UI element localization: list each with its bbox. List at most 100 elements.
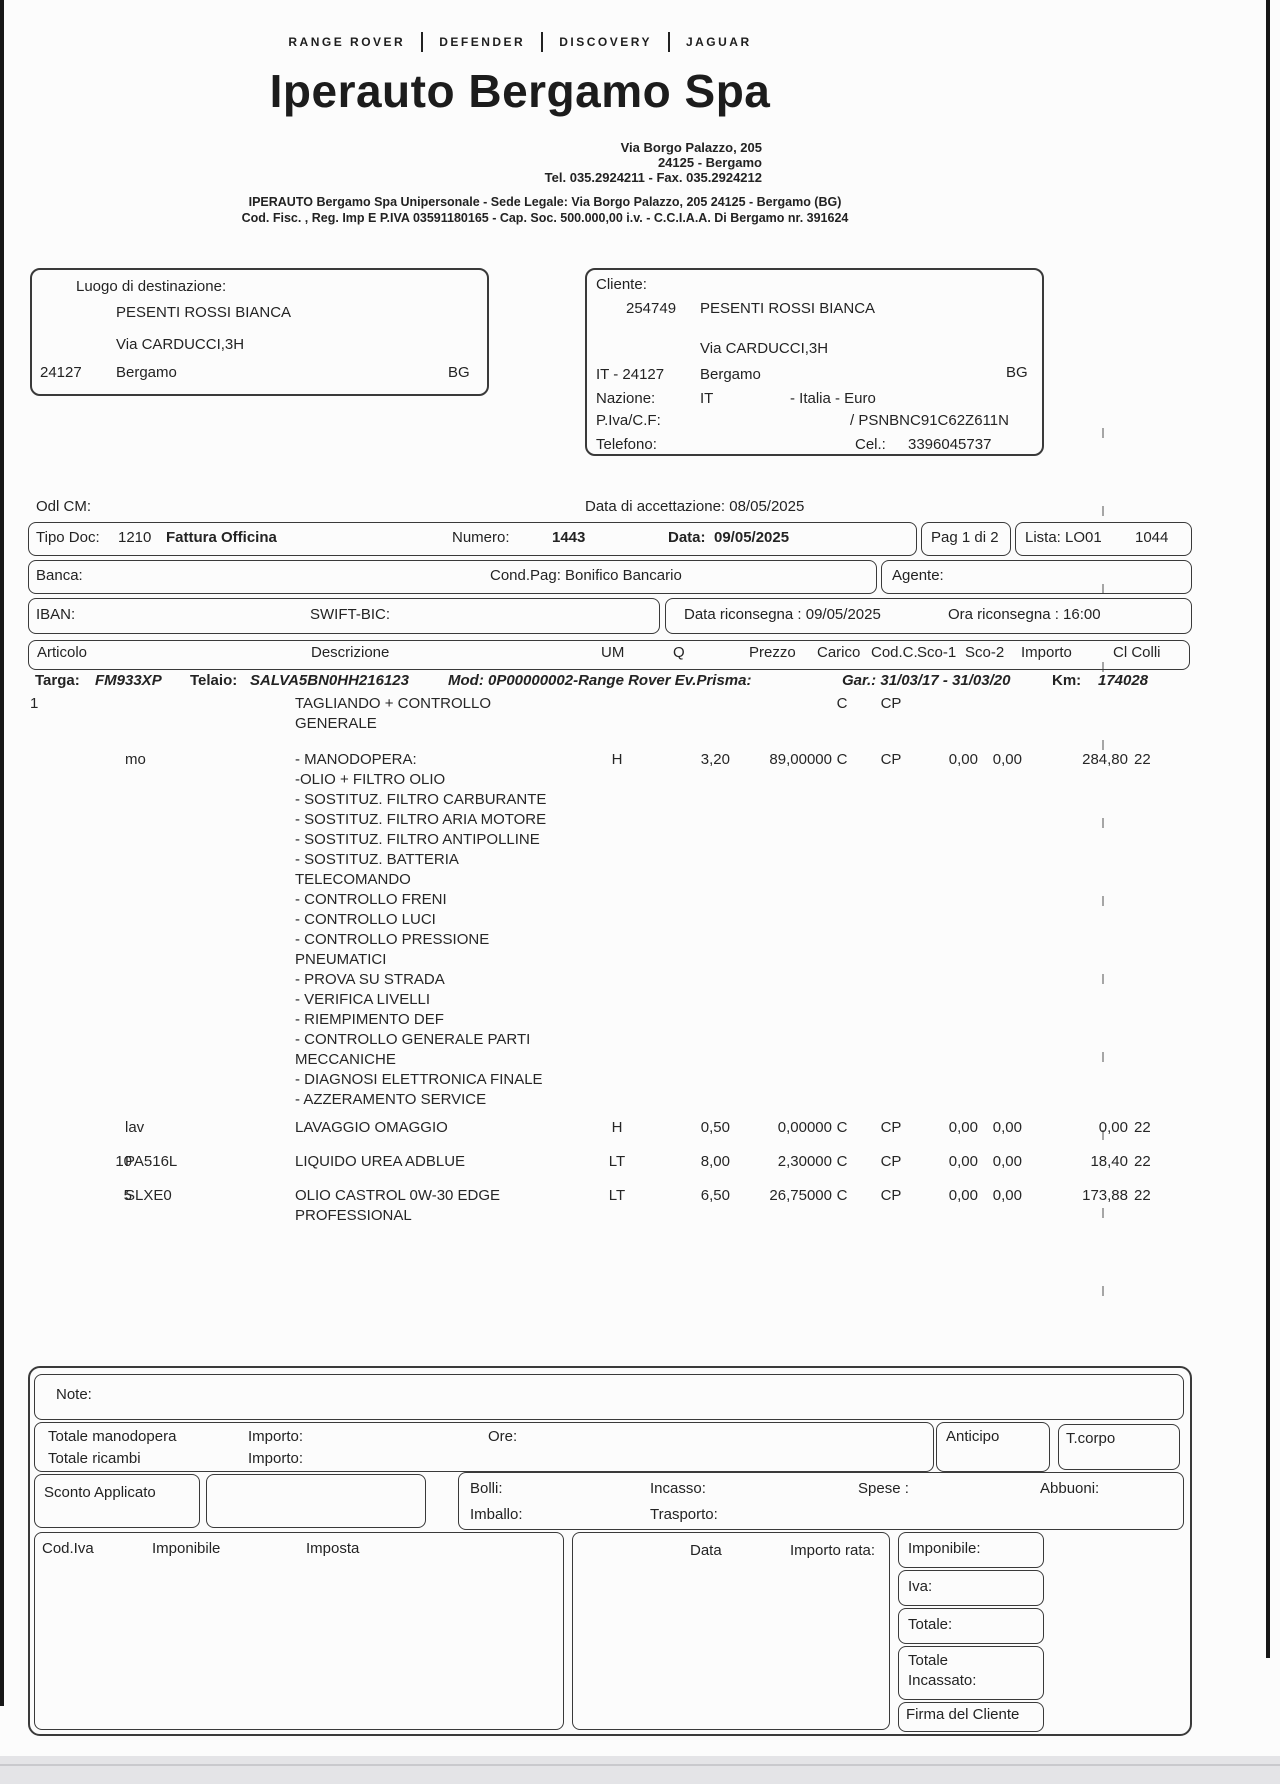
brand-label: DEFENDER (439, 35, 526, 49)
item-description-line: - DIAGNOSI ELETTRONICA FINALE (295, 1071, 543, 1088)
modello-value: Mod: 0P00000002-Range Rover Ev.Prisma: (448, 672, 752, 689)
trasporto-label: Trasporto: (650, 1506, 718, 1523)
footer-outer-box (28, 1366, 1192, 1736)
codiva-box (34, 1532, 564, 1730)
table-header-box: Articolo Descrizione UM Q Prezzo Carico Cod.C.… (28, 640, 1190, 670)
scan-dash-marks (1102, 428, 1104, 1350)
item-description-line: - SOSTITUZ. FILTRO CARBURANTE (295, 791, 547, 808)
brand-divider (541, 32, 544, 52)
data-label: Data: (668, 529, 706, 546)
lista-label: Lista: LO01 (1025, 529, 1102, 546)
item-importo: 284,80 (1082, 751, 1128, 768)
column-header: Articolo (37, 644, 88, 661)
ore-label: Ore: (488, 1428, 518, 1445)
imponibile-label: Imponibile: (908, 1540, 981, 1557)
scan-bottom-line (0, 1764, 1280, 1766)
item-sco2: 0,00 (992, 1187, 1022, 1204)
item-um: H (611, 1119, 623, 1136)
targa-value: FM933XP (95, 672, 162, 689)
column-header: Q (673, 644, 685, 661)
item-um: H (611, 751, 623, 768)
agente-label: Agente: (892, 567, 944, 584)
item-description-line: -OLIO + FILTRO OLIO (295, 771, 446, 788)
garanzia-value: Gar.: 31/03/17 - 31/03/20 (842, 672, 1011, 689)
riconsegna-box (665, 598, 1192, 634)
item-um: LT (608, 1153, 626, 1170)
pag-value: Pag 1 di 2 (931, 529, 999, 546)
tcorpo-box (1058, 1424, 1180, 1470)
telaio-value: SALVA5BN0HH216123 (250, 672, 409, 689)
note-label: Note: (56, 1386, 92, 1403)
company-legal-line1: IPERAUTO Bergamo Spa Unipersonale - Sede… (248, 195, 842, 209)
client-street: Via CARDUCCI,3H (700, 340, 829, 357)
destination-street: Via CARDUCCI,3H (116, 336, 245, 353)
lista-box (1015, 522, 1192, 556)
item-carico: C (836, 1153, 848, 1170)
item-importo: 18,40 (1090, 1153, 1128, 1170)
item-description-line: - VERIFICA LIVELLI (295, 991, 431, 1008)
item-code: lav (125, 1119, 145, 1136)
client-province: BG (1006, 364, 1028, 381)
item-description: TAGLIANDO + CONTROLLO GENERALE (295, 694, 610, 734)
item-code: mo (125, 751, 146, 768)
item-description: LIQUIDO UREA ADBLUE (295, 1152, 610, 1172)
abbuoni-label: Abbuoni: (1040, 1480, 1100, 1497)
item-description-line: - SOSTITUZ. FILTRO ARIA MOTORE (295, 811, 547, 828)
tipo-doc-label: Tipo Doc: (36, 529, 100, 546)
column-header: Importo (1021, 644, 1072, 661)
column-header: UM (601, 644, 625, 661)
iban-label: IBAN: (36, 606, 76, 623)
imponibile-header: Imponibile (152, 1540, 221, 1557)
totale-manodopera-label: Totale manodopera (48, 1428, 177, 1445)
item-qty: 3,20 (700, 751, 730, 768)
item-sco2: 0,00 (992, 1153, 1022, 1170)
spese-label: Spese : (858, 1480, 909, 1497)
item-sco1: 0,00 (948, 751, 978, 768)
importo-manodopera-label: Importo: (248, 1428, 304, 1445)
item-sco2: 0,00 (992, 751, 1022, 768)
km-label: Km: (1052, 672, 1082, 689)
data-value: 09/05/2025 (714, 529, 790, 546)
scan-right-edge (1266, 0, 1270, 1658)
column-header: Prezzo (749, 644, 796, 661)
item-description: OLIO CASTROL 0W-30 EDGE PROFESSIONAL (295, 1186, 610, 1226)
item-colli: 22 (1134, 1187, 1151, 1204)
item-codc: CP (880, 695, 902, 712)
bolli-label: Bolli: (470, 1480, 503, 1497)
invoice-line-item: mo - MANODOPERA: -OLIO + FILTRO OLIO - SOST… (28, 750, 1190, 1110)
item-qty: 8,00 (700, 1153, 730, 1170)
client-code: 254749 (626, 300, 677, 317)
client-piva-value: / PSNBNC91C62Z611N (850, 412, 1009, 429)
item-description: LAVAGGIO OMAGGIO (295, 1118, 610, 1138)
item-importo: 0,00 (1098, 1119, 1128, 1136)
item-description-line: LAVAGGIO OMAGGIO (295, 1119, 448, 1136)
item-sco1: 0,00 (948, 1153, 978, 1170)
brand-divider (667, 32, 670, 52)
item-code: SLXE0 (125, 1187, 172, 1204)
item-carico: C (836, 695, 848, 712)
numero-label: Numero: (452, 529, 510, 546)
item-description-line: - CONTROLLO PRESSIONE (295, 931, 490, 948)
km-value: 174028 (1098, 672, 1149, 689)
client-telefono-label: Telefono: (596, 436, 657, 453)
item-prezzo: 89,00000 (769, 751, 832, 768)
item-code: PA516L (125, 1153, 178, 1170)
ora-riconsegna-value: Ora riconsegna : 16:00 (948, 606, 1101, 623)
pag-box (921, 522, 1011, 556)
item-description: - MANODOPERA: -OLIO + FILTRO OLIO - SOSTIT… (295, 750, 610, 1110)
tipo-doc-box (28, 522, 917, 556)
item-codc: CP (880, 1187, 902, 1204)
company-legal-line2: Cod. Fisc. , Reg. Imp E P.IVA 0359118016… (241, 211, 849, 225)
item-colli: 22 (1134, 1119, 1151, 1136)
banca-box (28, 560, 877, 594)
item-description-line: PNEUMATICI (295, 951, 387, 968)
importo-ricambi-label: Importo: (248, 1450, 304, 1467)
data-header: Data (690, 1542, 722, 1559)
client-nazione-label: Nazione: (596, 390, 656, 407)
item-qty: 0,50 (700, 1119, 730, 1136)
client-cel-value: 3396045737 (908, 436, 992, 453)
item-description-line: GENERALE (295, 715, 377, 732)
item-prezzo: 26,75000 (769, 1187, 832, 1204)
brand-label: DISCOVERY (559, 35, 652, 49)
item-colli: 22 (1134, 1153, 1151, 1170)
